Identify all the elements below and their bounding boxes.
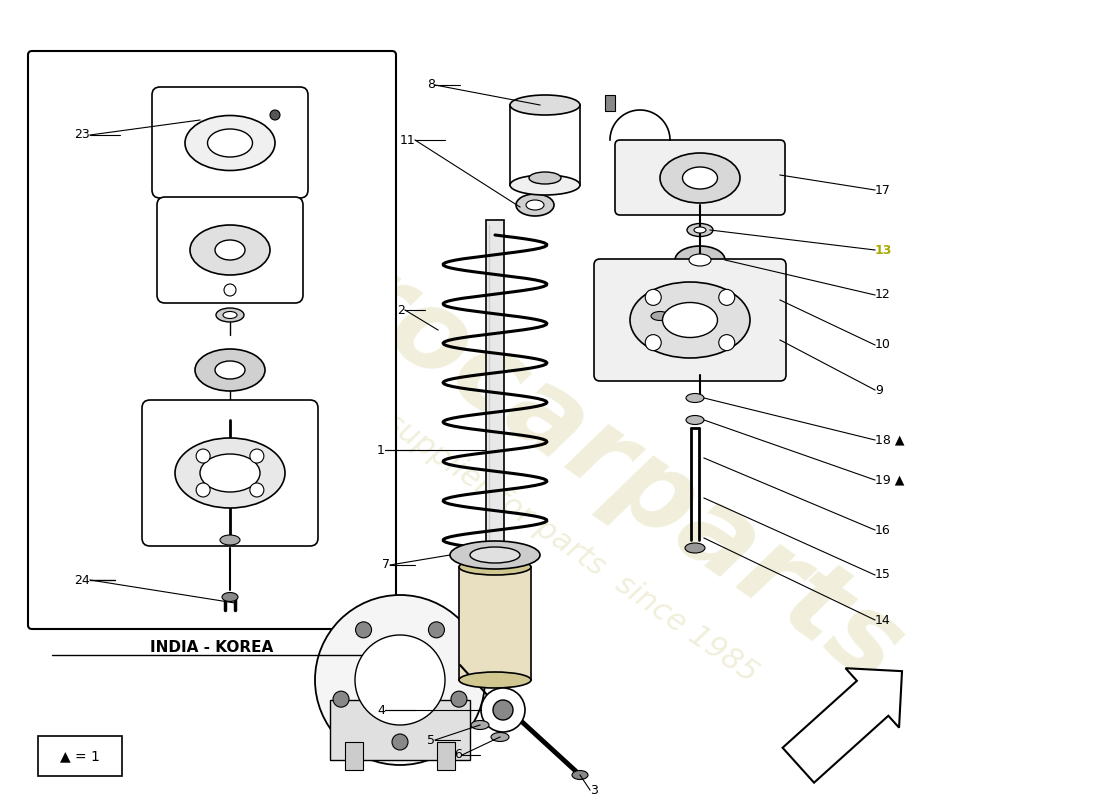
Ellipse shape xyxy=(660,153,740,203)
Text: 11: 11 xyxy=(399,134,415,146)
Ellipse shape xyxy=(510,175,580,195)
Text: 15: 15 xyxy=(874,569,891,582)
Text: a supplier for parts  since 1985: a supplier for parts since 1985 xyxy=(356,391,763,689)
Text: 19 ▲: 19 ▲ xyxy=(874,474,904,486)
Circle shape xyxy=(493,700,513,720)
Ellipse shape xyxy=(685,543,705,553)
Text: 23: 23 xyxy=(75,129,90,142)
Bar xyxy=(510,105,580,185)
Text: 17: 17 xyxy=(874,183,891,197)
Ellipse shape xyxy=(470,547,520,563)
Text: 10: 10 xyxy=(874,338,891,351)
Circle shape xyxy=(270,110,280,120)
Circle shape xyxy=(718,290,735,306)
Ellipse shape xyxy=(222,593,238,602)
FancyBboxPatch shape xyxy=(615,140,785,215)
FancyBboxPatch shape xyxy=(28,51,396,629)
Ellipse shape xyxy=(195,349,265,391)
Ellipse shape xyxy=(459,672,531,688)
Text: 6: 6 xyxy=(454,749,462,762)
Ellipse shape xyxy=(216,308,244,322)
Circle shape xyxy=(196,449,210,463)
Ellipse shape xyxy=(510,95,580,115)
Ellipse shape xyxy=(675,246,725,274)
FancyBboxPatch shape xyxy=(157,197,302,303)
Ellipse shape xyxy=(214,361,245,379)
Text: 12: 12 xyxy=(874,289,891,302)
Text: 16: 16 xyxy=(874,523,891,537)
Circle shape xyxy=(250,449,264,463)
Circle shape xyxy=(718,334,735,350)
Ellipse shape xyxy=(694,227,706,233)
Bar xyxy=(345,742,363,770)
Ellipse shape xyxy=(175,438,285,508)
Circle shape xyxy=(355,622,372,638)
Text: eurocarparts: eurocarparts xyxy=(198,154,922,706)
Text: 13: 13 xyxy=(874,243,892,257)
FancyBboxPatch shape xyxy=(152,87,308,198)
Circle shape xyxy=(451,691,468,707)
Bar xyxy=(330,700,470,760)
Ellipse shape xyxy=(526,200,544,210)
Ellipse shape xyxy=(688,223,713,237)
Ellipse shape xyxy=(471,721,490,730)
Text: 9: 9 xyxy=(874,383,883,397)
Circle shape xyxy=(646,290,661,306)
Text: 7: 7 xyxy=(382,558,390,571)
Ellipse shape xyxy=(450,541,540,569)
Text: 5: 5 xyxy=(427,734,434,746)
Text: INDIA - KOREA: INDIA - KOREA xyxy=(151,641,274,655)
Ellipse shape xyxy=(208,129,253,157)
Circle shape xyxy=(428,622,444,638)
Ellipse shape xyxy=(686,394,704,402)
Text: 3: 3 xyxy=(590,783,598,797)
Ellipse shape xyxy=(662,302,717,338)
Ellipse shape xyxy=(200,454,260,492)
Polygon shape xyxy=(782,668,902,782)
Text: 2: 2 xyxy=(397,303,405,317)
Ellipse shape xyxy=(185,115,275,170)
Ellipse shape xyxy=(682,167,717,189)
Ellipse shape xyxy=(651,311,669,321)
Ellipse shape xyxy=(516,194,554,216)
Text: 14: 14 xyxy=(874,614,891,626)
Text: 8: 8 xyxy=(427,78,434,91)
FancyBboxPatch shape xyxy=(594,259,786,381)
Circle shape xyxy=(315,595,485,765)
Bar xyxy=(459,567,531,680)
Circle shape xyxy=(646,334,661,350)
Circle shape xyxy=(224,284,236,296)
Text: 1: 1 xyxy=(377,443,385,457)
Ellipse shape xyxy=(689,254,711,266)
FancyBboxPatch shape xyxy=(39,736,122,776)
Ellipse shape xyxy=(630,282,750,358)
Ellipse shape xyxy=(223,311,236,318)
Ellipse shape xyxy=(572,770,588,779)
Ellipse shape xyxy=(686,415,704,425)
Circle shape xyxy=(355,635,446,725)
Bar xyxy=(605,95,615,111)
Ellipse shape xyxy=(190,225,270,275)
Text: ▲ = 1: ▲ = 1 xyxy=(60,749,100,763)
Ellipse shape xyxy=(220,535,240,545)
Circle shape xyxy=(333,691,349,707)
Bar xyxy=(486,220,504,565)
Text: 24: 24 xyxy=(75,574,90,586)
Text: 18 ▲: 18 ▲ xyxy=(874,434,904,446)
Ellipse shape xyxy=(459,559,531,575)
Text: 4: 4 xyxy=(377,703,385,717)
FancyBboxPatch shape xyxy=(142,400,318,546)
Circle shape xyxy=(250,483,264,497)
Ellipse shape xyxy=(214,240,245,260)
Ellipse shape xyxy=(529,172,561,184)
Circle shape xyxy=(481,688,525,732)
Circle shape xyxy=(196,483,210,497)
Bar xyxy=(437,742,455,770)
Circle shape xyxy=(392,734,408,750)
Ellipse shape xyxy=(491,733,509,742)
